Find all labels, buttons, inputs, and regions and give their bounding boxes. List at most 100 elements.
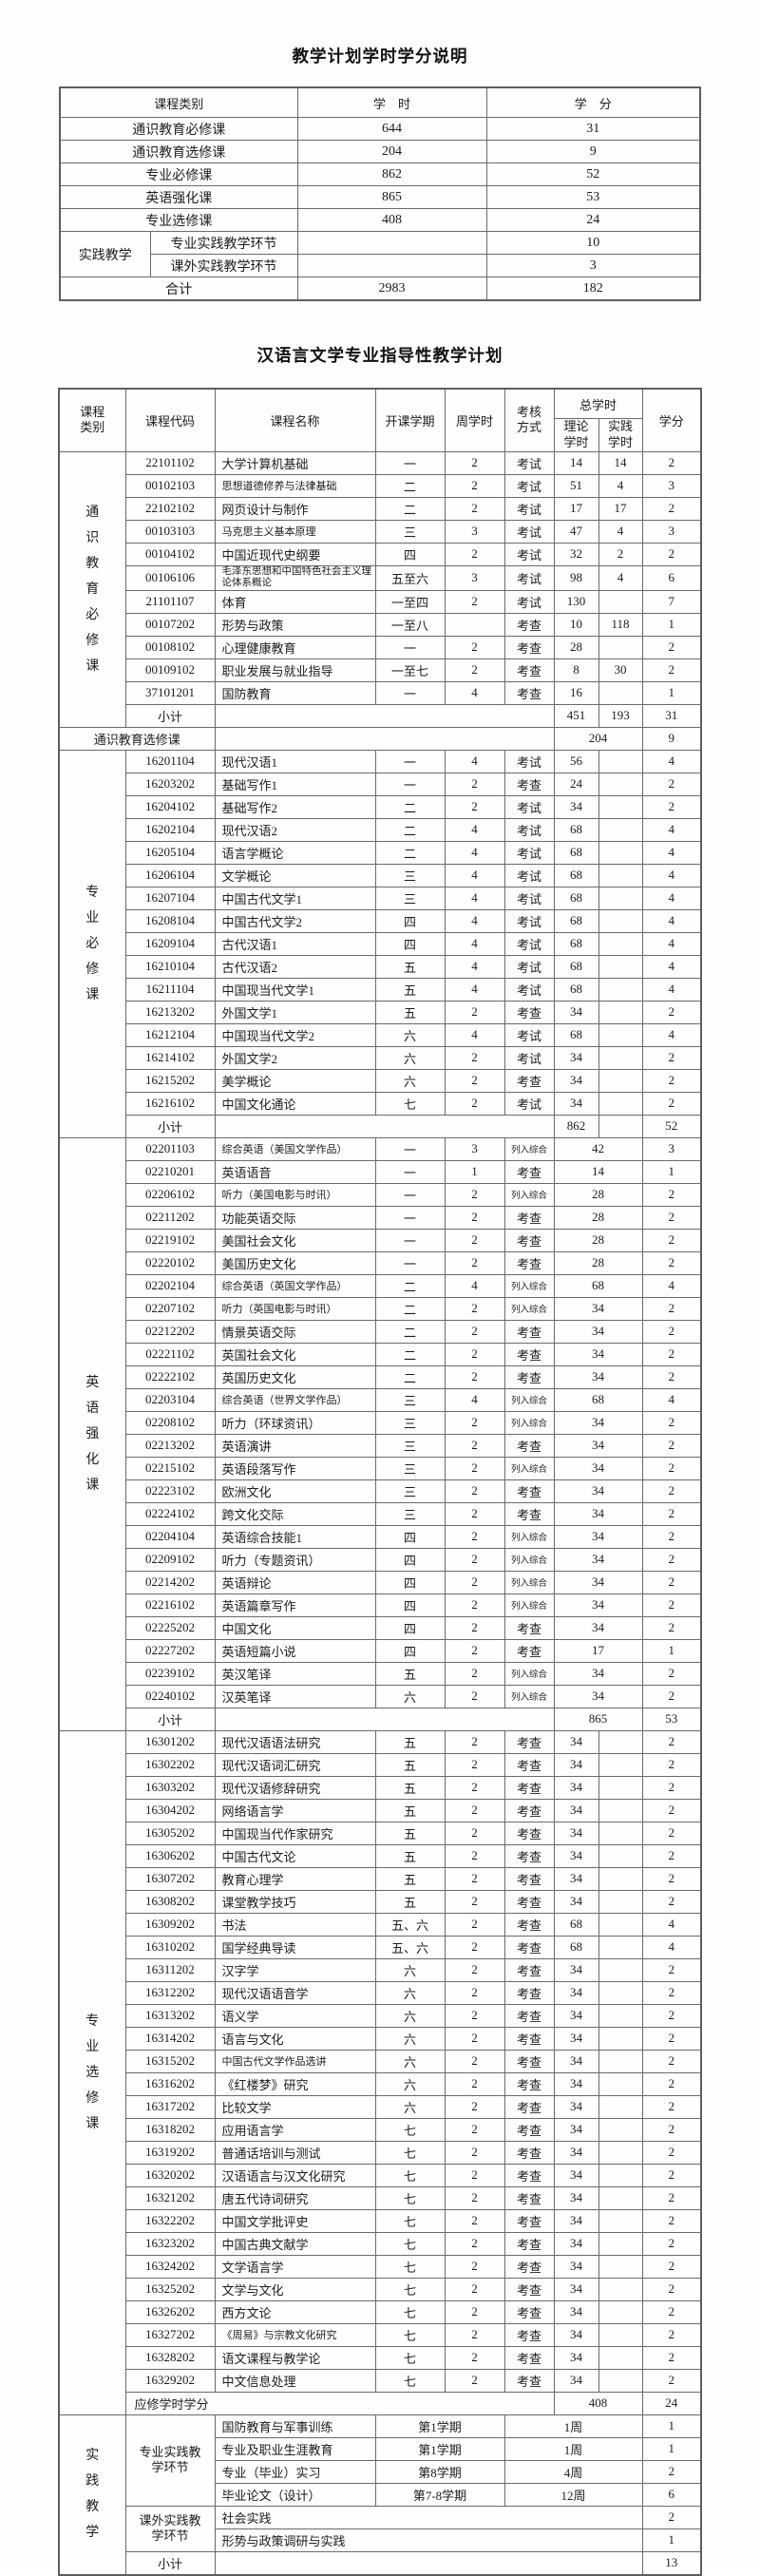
table-row: 02221102 英国社会文化二 2 考查 34 2 <box>59 1342 702 1366</box>
table-cell: 四 <box>374 908 446 933</box>
table-cell: 中国古代文学作品选讲 <box>214 2049 376 2073</box>
table-cell: 2 <box>641 2368 702 2393</box>
table-cell: 53 <box>641 1707 702 1731</box>
table-cell: 2 <box>641 1433 702 1458</box>
table-cell: 28 <box>553 1228 643 1252</box>
table-cell: 考查 <box>504 2094 555 2119</box>
table-cell: 中国现当代文学1 <box>214 977 376 1002</box>
table-cell: 4 <box>444 680 505 705</box>
table-cell: 形势与政策 <box>214 612 376 637</box>
table-cell: 考查 <box>504 680 555 705</box>
table-cell: 2 <box>444 2026 505 2051</box>
table-cell: 16317202 <box>124 2094 216 2119</box>
table-cell: 课外实践教学环节 <box>149 254 298 277</box>
table-cell: 列入综合 <box>504 1547 555 1572</box>
table-cell: 中文信息处理 <box>214 2368 376 2393</box>
table-cell: 2 <box>444 1456 505 1480</box>
table-cell: 课堂教学技巧 <box>214 1889 376 1914</box>
table-cell: 1 <box>641 2528 702 2552</box>
table-cell: 考查 <box>504 1000 555 1024</box>
table-cell: 00107202 <box>124 612 216 637</box>
table-row: 16205104 语言学概论二 4 考试 68 4 <box>59 840 702 865</box>
table-cell: 课外实践教 学环节 <box>124 2505 216 2552</box>
table-cell: 英国历史文化 <box>214 1364 376 1389</box>
table-cell: 3 <box>444 564 505 591</box>
table-cell: 合计 <box>59 277 298 301</box>
table-cell: 考试 <box>504 589 555 614</box>
table-cell: 2 <box>641 1570 702 1594</box>
table-cell: 16209104 <box>124 931 216 956</box>
table-cell: 16216102 <box>124 1091 216 1116</box>
table-cell <box>214 2550 643 2576</box>
summary-table-title: 教学计划学时学分说明 <box>292 47 468 66</box>
table-cell: 31 <box>485 117 701 141</box>
table-cell: 34 <box>553 1342 643 1366</box>
table-cell: 五 <box>374 1866 446 1891</box>
table-row: 英语强化课 865 53 <box>59 185 701 209</box>
table-cell: 五 <box>374 1661 446 1686</box>
table-cell: 考查 <box>504 2163 555 2187</box>
table-cell: 考查 <box>504 1364 555 1389</box>
table-cell: 国学经典导读 <box>214 1935 376 1959</box>
table-cell: 考查 <box>504 1957 555 1982</box>
table-cell: 16320202 <box>124 2163 216 2187</box>
table-cell: 00106106 <box>124 564 216 591</box>
table-cell: 现代汉语修辞研究 <box>214 1775 376 1800</box>
table-cell: 2 <box>444 2277 505 2301</box>
table-cell: 16311202 <box>124 1957 216 1982</box>
table-cell <box>214 1707 555 1731</box>
table-cell: 16318202 <box>124 2117 216 2142</box>
table-cell: 34 <box>553 794 599 819</box>
table-cell: 02207102 <box>124 1296 216 1321</box>
table-cell: 34 <box>553 1729 599 1754</box>
table-row: 21101107 体育 一至四 2 考试 130 7 <box>59 589 702 614</box>
table-cell: 34 <box>553 1570 643 1594</box>
table-cell <box>598 886 643 910</box>
table-cell: 唐五代诗词研究 <box>214 2185 376 2210</box>
table-row: 实践教学 专业实践教学环节 10 <box>59 231 701 277</box>
table-cell: 2 <box>444 1980 505 2005</box>
table-cell: 408 <box>296 208 487 232</box>
table-cell <box>598 1935 643 1959</box>
table-cell: 2 <box>641 2322 702 2347</box>
table-cell: 考查 <box>504 1752 555 1777</box>
table-cell: 考试 <box>504 977 555 1002</box>
table-row: 16214102 外国文学2 六 2 考试 34 2 <box>59 1045 702 1070</box>
table-cell: 68 <box>553 931 599 956</box>
table-cell: 9 <box>485 140 701 163</box>
table-cell: 4 <box>444 749 505 773</box>
table-cell: 16310202 <box>124 1935 216 1959</box>
table-cell: 02203104 <box>124 1387 216 1412</box>
table-cell <box>598 2299 643 2324</box>
header-row: 理论 学时 实践 学时 <box>59 418 701 452</box>
table-cell: 02206102 <box>124 1182 216 1207</box>
table-cell: 16315202 <box>124 2049 216 2073</box>
table-cell: 考试 <box>504 564 555 591</box>
table-cell: 34 <box>553 2026 599 2051</box>
table-cell: 文学概论 <box>214 863 376 887</box>
table-cell: 34 <box>553 2185 599 2210</box>
table-cell: 1周 <box>504 2436 643 2461</box>
table-cell: 3 <box>641 519 702 544</box>
table-cell: 英 语 强 化 课 <box>58 1136 126 1731</box>
table-cell <box>214 726 555 751</box>
table-row: 16202104 现代汉语2 二 4 考试 68 4 <box>59 817 702 842</box>
table-cell: 4 <box>444 954 505 979</box>
table-cell: 七 <box>374 2368 446 2393</box>
table-cell: 4 <box>641 977 702 1002</box>
table-cell <box>598 772 643 796</box>
table-cell: 七 <box>374 2163 446 2187</box>
table-cell: 比较文学 <box>214 2094 376 2119</box>
table-cell: 大学计算机基础 <box>214 450 376 475</box>
table-cell: 14 <box>553 1159 643 1184</box>
table-cell: 2 <box>641 1980 702 2005</box>
table-cell: 综合英语（世界文学作品） <box>214 1387 376 1412</box>
table-cell: 34 <box>553 1456 643 1480</box>
table-cell: 考查 <box>504 1319 555 1344</box>
table-cell: 2 <box>641 1866 702 1891</box>
table-cell: 列入综合 <box>504 1456 555 1480</box>
table-row: 16315202 中国古代文学作品选讲六 2 考查 34 2 <box>59 2049 702 2073</box>
table-cell: 跨文化交际 <box>214 1501 376 1526</box>
table-cell: 五 <box>374 1000 446 1024</box>
